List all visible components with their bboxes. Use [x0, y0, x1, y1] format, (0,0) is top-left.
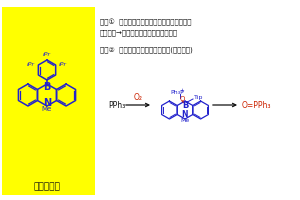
Text: O₂: O₂	[134, 94, 142, 102]
Text: Ph₃P: Ph₃P	[170, 90, 184, 96]
Text: iPr: iPr	[27, 62, 35, 68]
Text: B: B	[182, 101, 188, 110]
Text: O: O	[179, 96, 185, 102]
Text: ホウ素触媒: ホウ素触媒	[34, 182, 60, 192]
Text: N: N	[182, 110, 188, 119]
Text: N: N	[43, 98, 51, 108]
Text: 役割①  光エネルギーを化学エネルギーに変換: 役割① 光エネルギーを化学エネルギーに変換	[100, 18, 191, 26]
Text: Me: Me	[180, 118, 190, 123]
Text: →空気中の不活性酸素を活性化: →空気中の不活性酸素を活性化	[100, 30, 178, 36]
Text: O=PPh₃: O=PPh₃	[242, 100, 272, 110]
Text: 役割②  反応中間体を捕捉・活性化(下図参照): 役割② 反応中間体を捕捉・活性化(下図参照)	[100, 47, 193, 53]
Text: B: B	[43, 82, 51, 92]
Text: iPr: iPr	[43, 52, 51, 57]
Text: Me: Me	[42, 106, 52, 112]
Text: +: +	[180, 88, 184, 94]
Bar	[2, 7, 95, 195]
Text: Tip: Tip	[194, 96, 203, 100]
Text: iPr: iPr	[59, 62, 67, 68]
Text: PPh₃: PPh₃	[108, 100, 125, 110]
